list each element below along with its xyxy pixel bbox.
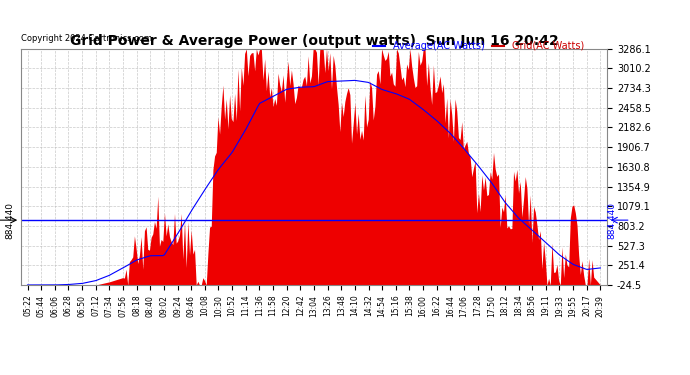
Text: 884.440: 884.440 xyxy=(608,202,617,238)
Text: 884.440: 884.440 xyxy=(6,202,15,238)
Title: Grid Power & Average Power (output watts)  Sun Jun 16 20:42: Grid Power & Average Power (output watts… xyxy=(70,34,558,48)
Legend: Average(AC Watts), Grid(AC Watts): Average(AC Watts), Grid(AC Watts) xyxy=(369,37,588,55)
Text: Copyright 2024 Cartronics.com: Copyright 2024 Cartronics.com xyxy=(21,34,152,43)
